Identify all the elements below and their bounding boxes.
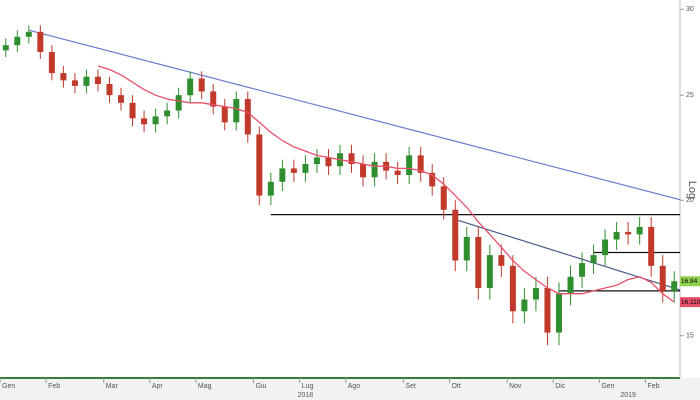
price-tag [680, 276, 700, 287]
price-tag-label: 16.1100 [681, 299, 700, 306]
candle-body [37, 31, 44, 53]
candle-body [25, 31, 32, 37]
x-tick-label: Gen [601, 383, 614, 390]
candle-body [141, 118, 148, 125]
x-tick-label: Giu [256, 383, 267, 390]
y-tick-label: 20 [686, 197, 694, 204]
trend-line [28, 29, 681, 201]
candle-body [498, 255, 505, 266]
year-label: 2019 [620, 392, 636, 399]
candle-body [429, 172, 436, 187]
candle-body [313, 157, 320, 165]
candle-body [118, 95, 125, 103]
candle-body [360, 164, 367, 178]
candle-body [613, 231, 620, 240]
candle-body [544, 288, 551, 333]
x-tick-label: Gen [2, 383, 15, 390]
x-tick-label: Mar [106, 383, 119, 390]
candle-body [129, 102, 136, 119]
candle-body [348, 153, 355, 165]
candle-body [590, 255, 597, 264]
candle-body [417, 155, 424, 173]
candle-body [532, 288, 539, 300]
x-tick-label: Feb [48, 383, 60, 390]
candle-body [152, 116, 159, 125]
candle-body [210, 91, 217, 107]
y-tick-label: 15 [686, 333, 694, 340]
candle-body [648, 226, 655, 266]
candle-body [233, 98, 240, 123]
candle-body [290, 168, 297, 173]
candle-body [452, 209, 459, 261]
candle-body [244, 98, 251, 135]
x-tick-label: Lug [302, 383, 314, 390]
y-tick-label: 25 [686, 92, 694, 99]
year-label: 2018 [298, 392, 314, 399]
x-tick-label: Set [405, 383, 416, 390]
candle-body [636, 226, 643, 235]
x-tick-label: Dic [555, 383, 566, 390]
candle-body [302, 164, 309, 173]
candle-body [2, 45, 9, 51]
x-tick-label: Mag [198, 383, 212, 390]
x-tick-label: Ago [348, 383, 361, 390]
candle-body [671, 281, 678, 291]
candle-body [463, 236, 470, 261]
candle-body [440, 186, 447, 210]
candle-body [394, 170, 401, 176]
candle-body [279, 168, 286, 182]
candle-body [175, 95, 182, 111]
candle-body [267, 181, 274, 196]
moving-average [97, 65, 675, 303]
x-tick-label: Apr [152, 383, 164, 390]
candle-body [256, 134, 263, 196]
candle-body [60, 73, 67, 81]
candle-body [164, 110, 171, 117]
candle-body [509, 265, 516, 312]
candle-body [567, 276, 574, 294]
x-tick-label: Feb [647, 383, 659, 390]
candle-body [406, 155, 413, 176]
candle-body [579, 263, 586, 277]
candle-body [106, 84, 113, 96]
candle-body [198, 78, 205, 92]
candle-body [48, 52, 55, 74]
x-tick-label: Ott [451, 383, 460, 390]
candle-body [221, 106, 228, 123]
y-tick-label: 30 [686, 6, 694, 13]
price-tag [680, 297, 700, 308]
candle-body [83, 76, 90, 86]
candle-body [71, 80, 78, 86]
price-tag-label: 16.84 [681, 278, 698, 285]
candle-body [602, 239, 609, 256]
x-tick-label: Nov [509, 383, 522, 390]
x-axis-band [0, 378, 700, 400]
candle-body [94, 76, 101, 85]
y-axis-label: Log [686, 181, 698, 199]
candle-body [187, 78, 194, 96]
candle-body [475, 236, 482, 289]
candle-body [325, 157, 332, 167]
candle-body [555, 293, 562, 333]
candle-body [521, 299, 528, 312]
candle-body [486, 255, 493, 289]
candle-body [659, 265, 666, 291]
candle-body [14, 36, 21, 46]
candle-body [371, 161, 378, 178]
candle-body [625, 231, 632, 235]
